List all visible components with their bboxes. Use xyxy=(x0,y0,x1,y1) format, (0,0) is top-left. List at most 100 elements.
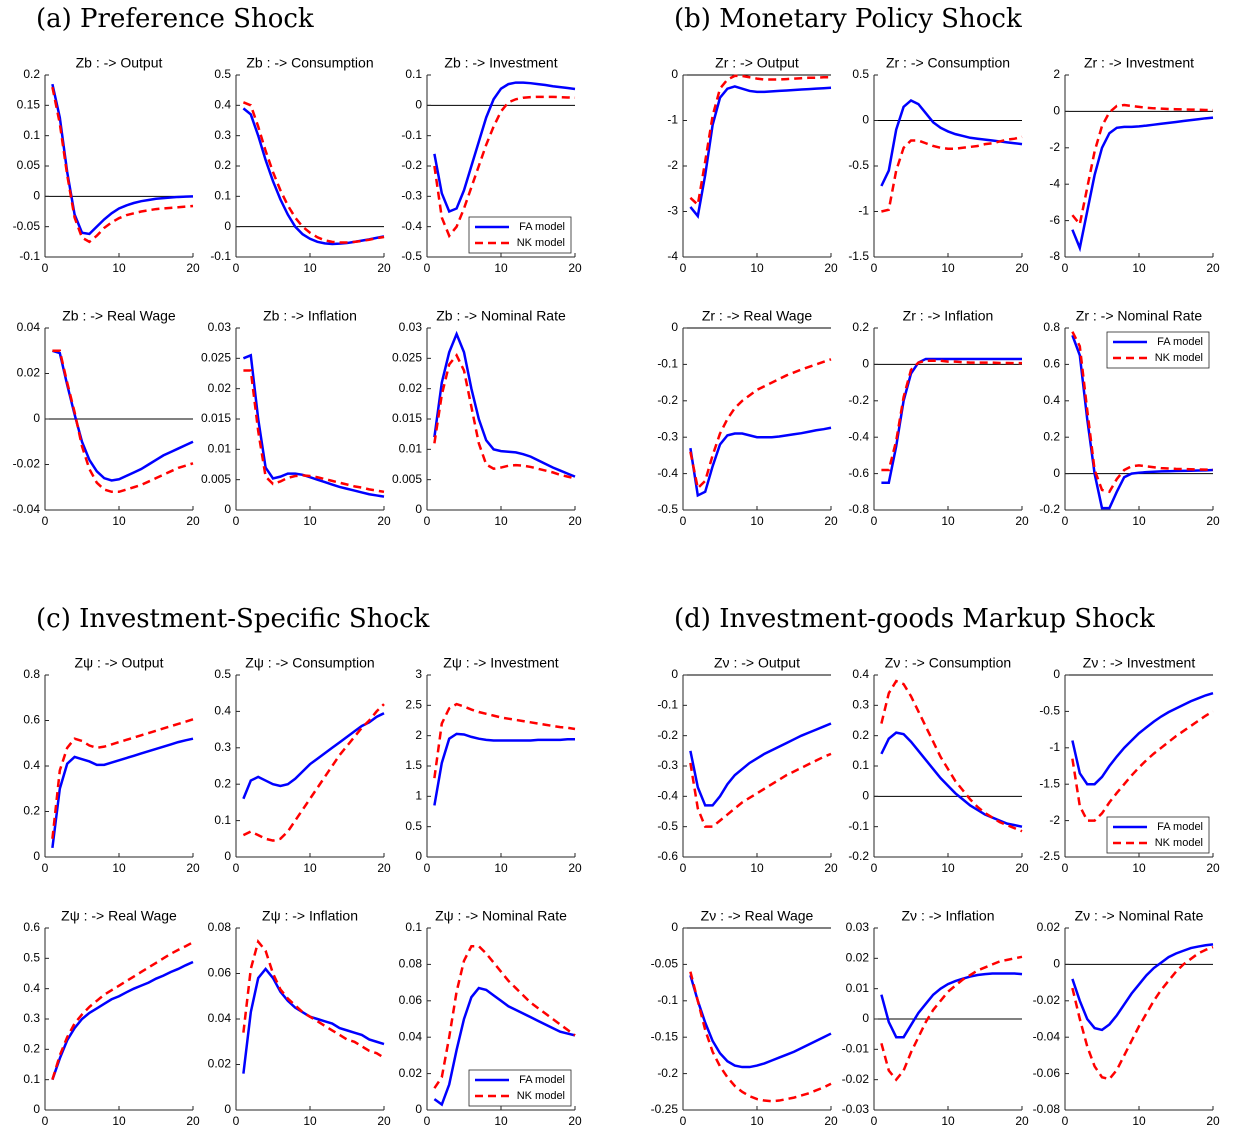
x-tick-label: 0 xyxy=(233,514,240,528)
x-tick-label: 20 xyxy=(186,1114,200,1128)
subplot-title: Zψ : -> Nominal Rate xyxy=(435,908,567,924)
y-tick-label: 0.8 xyxy=(1043,320,1060,334)
y-tick-label: 0.3 xyxy=(214,128,231,142)
y-tick-label: 0.2 xyxy=(214,776,231,790)
subplot-title: Zν : -> Inflation xyxy=(902,908,995,924)
x-tick-label: 0 xyxy=(42,861,49,875)
series-line xyxy=(689,722,832,807)
series-line xyxy=(880,98,1023,187)
y-tick-label: 0.1 xyxy=(852,758,869,772)
y-tick-label: 0.02 xyxy=(208,381,232,395)
y-tick-label: -0.5 xyxy=(848,158,869,172)
y-tick-label: -0.4 xyxy=(657,466,678,480)
y-tick-label: -8 xyxy=(1049,249,1060,263)
y-tick-label: 0.15 xyxy=(17,98,41,112)
series-line xyxy=(52,349,194,494)
y-tick-label: -2.5 xyxy=(1039,849,1060,863)
series-line xyxy=(1071,943,1214,1032)
y-tick-label: -0.1 xyxy=(848,819,869,833)
panel-title: (b) Monetary Policy Shock xyxy=(674,4,1022,34)
y-tick-label: -0.1 xyxy=(210,249,231,263)
y-tick-label: 0 xyxy=(1053,667,1060,681)
series-line xyxy=(881,359,1022,472)
x-tick-label: 10 xyxy=(494,1114,508,1128)
x-tick-label: 0 xyxy=(1062,1114,1069,1128)
y-tick-label: 2.5 xyxy=(405,698,422,712)
series-line xyxy=(242,966,385,1074)
y-tick-label: 0 xyxy=(1053,104,1060,118)
y-tick-label: -0.4 xyxy=(401,219,422,233)
series-line xyxy=(242,703,385,842)
y-tick-label: -0.1 xyxy=(657,357,678,371)
series-line xyxy=(433,95,576,239)
y-tick-label: 0.4 xyxy=(23,758,40,772)
y-tick-label: 0.4 xyxy=(214,704,231,718)
x-tick-label: 10 xyxy=(494,261,508,275)
y-tick-label: 0.1 xyxy=(214,189,231,203)
subplot-title: Zr : -> Inflation xyxy=(903,308,994,324)
y-tick-label: -2 xyxy=(1049,813,1060,827)
x-tick-label: 20 xyxy=(824,861,838,875)
subplot-title: Zb : -> Inflation xyxy=(263,308,357,324)
y-tick-label: 0.04 xyxy=(399,1029,423,1043)
x-tick-label: 20 xyxy=(377,261,391,275)
series-line xyxy=(433,732,575,806)
x-tick-label: 20 xyxy=(1206,861,1220,875)
y-tick-label: 0.04 xyxy=(208,1011,232,1025)
x-tick-label: 10 xyxy=(1132,514,1146,528)
y-tick-label: -4 xyxy=(1049,176,1060,190)
series-line xyxy=(689,85,832,219)
y-tick-label: 0.005 xyxy=(392,472,422,486)
x-tick-label: 0 xyxy=(424,861,431,875)
subplot-title: Zr : -> Real Wage xyxy=(702,308,813,324)
y-tick-label: 0.4 xyxy=(852,667,869,681)
y-tick-label: -0.4 xyxy=(657,789,678,803)
series-line xyxy=(1071,334,1214,510)
y-tick-label: 0.3 xyxy=(23,1011,40,1025)
y-tick-label: 0.1 xyxy=(214,813,231,827)
y-tick-label: 1.5 xyxy=(405,758,422,772)
y-tick-label: -0.4 xyxy=(848,429,869,443)
x-tick-label: 10 xyxy=(112,861,126,875)
y-tick-label: -0.04 xyxy=(13,502,41,516)
x-tick-label: 0 xyxy=(680,261,687,275)
series-line xyxy=(242,353,385,498)
x-tick-label: 10 xyxy=(941,514,955,528)
series-line xyxy=(881,357,1022,484)
series-line xyxy=(51,960,194,1081)
y-tick-label: 0.2 xyxy=(1043,429,1060,443)
legend-box xyxy=(468,216,572,254)
y-tick-label: 0.4 xyxy=(23,981,40,995)
y-tick-label: -0.06 xyxy=(1033,1066,1061,1080)
y-tick-label: -0.6 xyxy=(657,849,678,863)
x-tick-label: 20 xyxy=(377,861,391,875)
series-line xyxy=(689,752,832,828)
y-tick-label: 0 xyxy=(415,849,422,863)
panel-title: (a) Preference Shock xyxy=(36,4,314,34)
y-tick-label: 0.015 xyxy=(392,411,422,425)
subplot-title: Zr : -> Investment xyxy=(1084,55,1194,71)
legend-box xyxy=(1106,331,1210,369)
y-tick-label: 0.4 xyxy=(214,98,231,112)
series-line xyxy=(881,135,1023,213)
x-tick-label: 20 xyxy=(186,261,200,275)
y-tick-label: 0.8 xyxy=(23,667,40,681)
y-tick-label: 0.1 xyxy=(23,1072,40,1086)
x-tick-label: 10 xyxy=(1132,1114,1146,1128)
y-tick-label: 0.025 xyxy=(201,351,231,365)
y-tick-label: 0.08 xyxy=(208,920,232,934)
y-tick-label: 0 xyxy=(33,189,40,203)
y-tick-label: -0.2 xyxy=(848,393,869,407)
y-tick-label: -0.8 xyxy=(848,502,869,516)
subplot-title: Zν : -> Output xyxy=(714,655,800,671)
y-tick-label: -0.25 xyxy=(651,1102,679,1116)
x-tick-label: 10 xyxy=(941,861,955,875)
x-tick-label: 10 xyxy=(750,861,764,875)
x-tick-label: 0 xyxy=(424,514,431,528)
series-line xyxy=(242,938,385,1059)
y-tick-label: 0 xyxy=(415,502,422,516)
x-tick-label: 10 xyxy=(303,514,317,528)
y-tick-label: 0.04 xyxy=(17,320,41,334)
y-tick-label: 0 xyxy=(671,320,678,334)
